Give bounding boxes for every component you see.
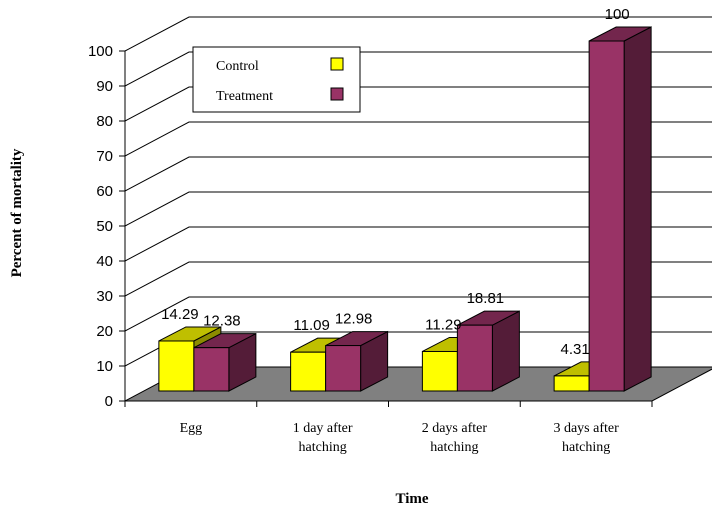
data-label: 100 xyxy=(605,6,630,23)
bar-front xyxy=(325,345,362,392)
bar-front xyxy=(588,40,625,392)
category-label-line: Egg xyxy=(180,421,203,436)
bar-front xyxy=(421,350,458,392)
data-label: 14.29 xyxy=(161,306,199,323)
gridline xyxy=(124,121,712,157)
y-axis: 0 10 20 30 40 50 60 70 80 90 100 xyxy=(88,43,126,410)
y-tick-label: 100 xyxy=(88,43,113,60)
gridline xyxy=(124,156,712,192)
y-tick-label: 40 xyxy=(96,253,113,270)
y-tick-label: 90 xyxy=(96,78,113,95)
y-tick-label: 50 xyxy=(96,218,113,235)
y-tick-label: 20 xyxy=(96,323,113,340)
category-label-line: 3 days after xyxy=(553,421,619,436)
x-axis-title: Time xyxy=(395,491,428,507)
data-label: 12.98 xyxy=(335,311,373,328)
data-label: 18.81 xyxy=(467,290,505,307)
category-label: 1 day after hatching xyxy=(293,421,353,455)
bar-treatment xyxy=(325,330,389,392)
legend-swatch xyxy=(330,87,344,101)
gridline xyxy=(124,296,712,332)
x-axis: Egg 1 day after hatching 2 days after hatchi… xyxy=(124,400,653,455)
bar-front xyxy=(553,375,590,392)
bar-front xyxy=(158,340,195,392)
category-label: 2 days after hatching xyxy=(422,421,488,455)
gridline xyxy=(124,191,712,227)
bar-treatment xyxy=(588,26,652,392)
y-tick-label: 60 xyxy=(96,183,113,200)
legend: Control Treatment xyxy=(192,46,361,113)
category-label-line: hatching xyxy=(430,440,478,455)
y-tick-label: 70 xyxy=(96,148,113,165)
bar-front xyxy=(290,351,327,392)
legend-label: Control xyxy=(216,59,259,74)
gridline xyxy=(124,16,712,52)
bar-front xyxy=(193,347,230,392)
gridline xyxy=(124,226,712,262)
category-label-line: hatching xyxy=(562,440,610,455)
bar-side xyxy=(623,26,652,392)
gridline xyxy=(124,261,712,297)
gridlines xyxy=(124,16,712,367)
gridline xyxy=(124,51,712,87)
bar-treatment xyxy=(456,310,520,392)
category-label-line: hatching xyxy=(299,440,347,455)
y-tick-label: 10 xyxy=(96,358,113,375)
bar-front xyxy=(456,324,493,392)
bar-treatment xyxy=(193,332,257,392)
data-label: 12.38 xyxy=(203,313,241,330)
data-labels: 14.29 12.38 11.09 12.98 11.29 18.81 4.31 100 xyxy=(161,6,630,358)
y-tick-label: 80 xyxy=(96,113,113,130)
y-tick-label: 0 xyxy=(105,393,113,410)
data-label: 11.09 xyxy=(293,317,329,334)
data-label: 11.29 xyxy=(425,316,461,333)
data-label: 4.31 xyxy=(561,341,590,358)
y-tick-label: 30 xyxy=(96,288,113,305)
category-label-line: 1 day after xyxy=(293,421,353,436)
legend-label: Treatment xyxy=(216,89,273,104)
y-axis-title: Percent of mortality xyxy=(9,148,25,277)
bars xyxy=(158,26,652,392)
gridline xyxy=(124,86,712,122)
category-label: 3 days after hatching xyxy=(553,421,619,455)
category-label: Egg xyxy=(180,421,203,436)
legend-swatch xyxy=(330,57,344,71)
category-label-line: 2 days after xyxy=(422,421,488,436)
